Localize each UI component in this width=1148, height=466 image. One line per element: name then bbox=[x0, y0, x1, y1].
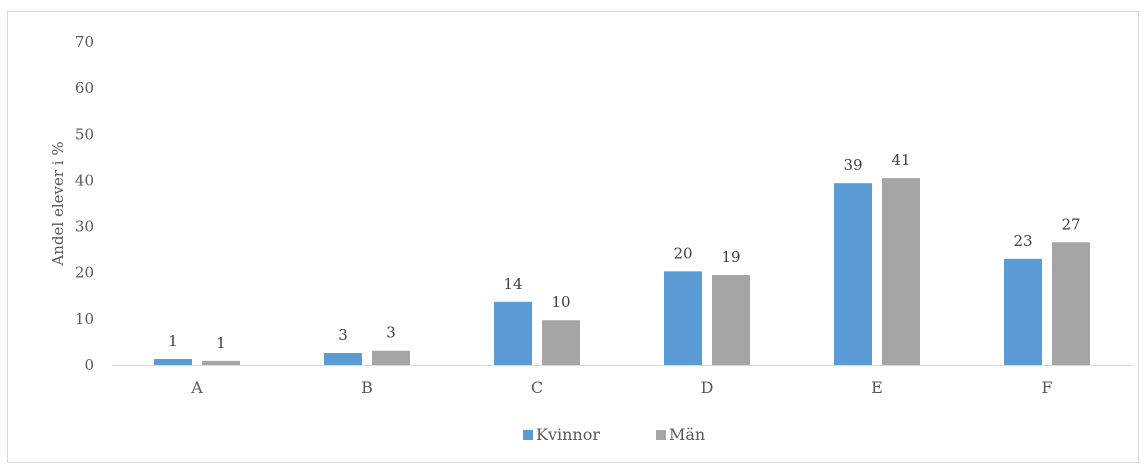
data-label: 10 bbox=[551, 293, 570, 311]
x-tick-label: A bbox=[190, 378, 203, 397]
data-label: 1 bbox=[168, 332, 178, 350]
x-tick-label: F bbox=[1041, 378, 1052, 397]
bar-kvinnor-e bbox=[834, 183, 872, 365]
data-label: 14 bbox=[503, 275, 522, 293]
bar-kvinnor-f bbox=[1004, 258, 1042, 365]
legend-swatch-kvinnor bbox=[523, 430, 533, 440]
y-tick-label: 40 bbox=[75, 171, 94, 189]
y-tick-label: 30 bbox=[75, 218, 94, 236]
data-label: 1 bbox=[216, 334, 226, 352]
x-tick-label: C bbox=[531, 378, 543, 397]
data-label: 41 bbox=[891, 151, 910, 169]
bar-män-e bbox=[882, 178, 920, 365]
y-tick-label: 20 bbox=[75, 264, 94, 282]
data-label: 19 bbox=[721, 248, 740, 266]
bar-kvinnor-c bbox=[494, 301, 532, 365]
data-label: 23 bbox=[1013, 232, 1032, 250]
bar-kvinnor-b bbox=[324, 353, 362, 365]
y-tick-label: 60 bbox=[75, 79, 94, 97]
bar-män-b bbox=[372, 350, 410, 365]
data-label: 20 bbox=[673, 244, 692, 262]
bar-män-d bbox=[712, 275, 750, 365]
legend-label-män: Män bbox=[669, 425, 705, 444]
y-tick-label: 0 bbox=[84, 356, 94, 374]
data-label: 3 bbox=[338, 326, 348, 344]
x-tick-label: D bbox=[701, 378, 714, 397]
bar-män-f bbox=[1052, 242, 1090, 365]
x-tick-label: E bbox=[871, 378, 883, 397]
bar-kvinnor-d bbox=[664, 271, 702, 365]
bar-män-a bbox=[202, 360, 240, 365]
data-label: 27 bbox=[1061, 215, 1080, 233]
legend-label-kvinnor: Kvinnor bbox=[536, 425, 600, 444]
y-tick-label: 10 bbox=[75, 310, 94, 328]
bar-män-c bbox=[542, 320, 580, 365]
legend-swatch-män bbox=[656, 430, 666, 440]
y-axis-label: Andel elever i % bbox=[49, 141, 67, 266]
y-tick-label: 70 bbox=[75, 33, 94, 51]
x-tick-label: B bbox=[361, 378, 373, 397]
bar-kvinnor-a bbox=[154, 359, 192, 365]
chart-frame bbox=[7, 11, 1139, 463]
data-label: 39 bbox=[843, 156, 862, 174]
data-label: 3 bbox=[386, 324, 396, 342]
y-tick-label: 50 bbox=[75, 125, 94, 143]
